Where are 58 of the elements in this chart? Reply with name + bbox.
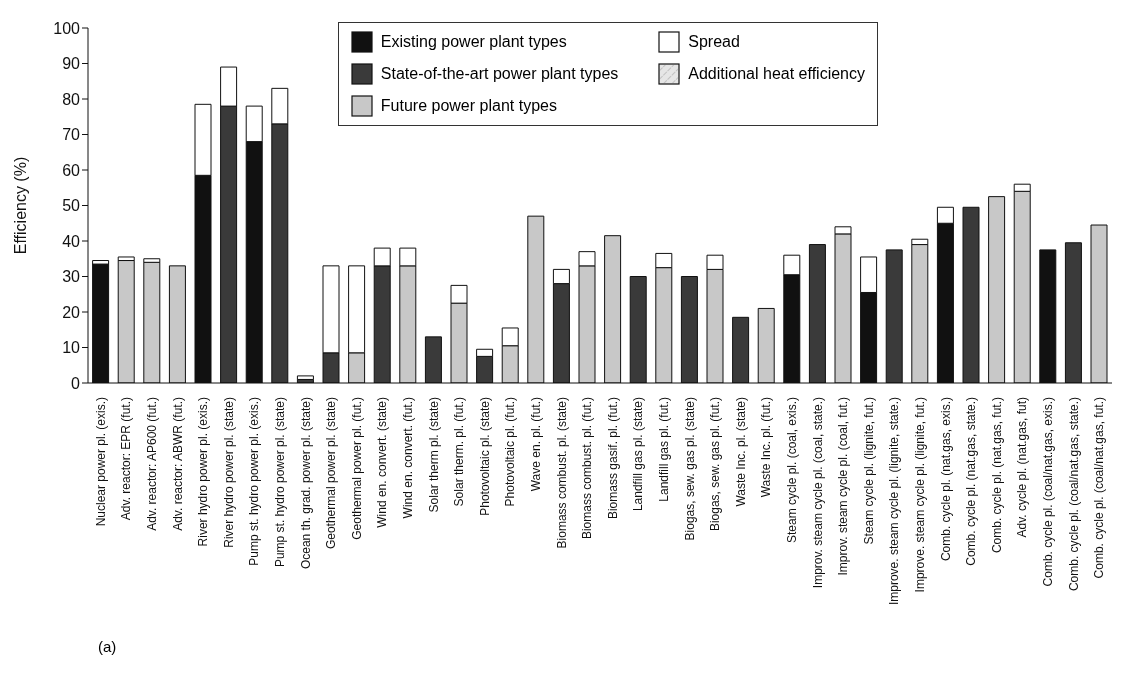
x-tick-label: Solar therm pl. (state) (426, 397, 441, 513)
y-tick-label: 0 (71, 374, 81, 392)
y-tick-label: 50 (62, 197, 81, 215)
y-axis-title: Efficiency (%) (11, 156, 29, 255)
x-tick-label: Landfill gas pl. (fut.) (657, 397, 671, 502)
x-tick-label: Geothermal power pl. (fut.) (349, 397, 364, 540)
x-tick-label: Wind en. convert. (fut.) (401, 397, 415, 519)
x-tick-label: River hydro power pl. (state) (221, 397, 236, 548)
legend-label: State-of-the-art power plant types (380, 65, 619, 83)
y-tick-label: 10 (62, 339, 81, 357)
x-tick-label: Biomass gasif. pl. (fut.) (605, 397, 620, 520)
legend-label: Additional heat efficiency (688, 65, 865, 83)
text: (a) (98, 638, 117, 655)
x-tick-label: Wave en. pl. (fut.) (529, 397, 543, 492)
x-tick-label: Solar therm. pl. (fut.) (452, 397, 467, 507)
x-tick-label: Biogas, sew. gas pl. (fut.) (708, 397, 723, 532)
y-tick-label: 80 (62, 90, 81, 108)
x-tick-label: Comb. cycle pl. (nat.gas, state.) (964, 397, 979, 566)
x-tick-label: Comb. cycle pl. (coal/nat.gas, state.) (1066, 397, 1081, 592)
x-tick-label: Steam cycle pl. (lignite, fut.) (861, 397, 876, 545)
legend-label: Spread (688, 33, 740, 51)
x-tick-label: Biogas, sew. gas pl. (state) (682, 397, 697, 541)
legend-label: Existing power plant types (380, 33, 567, 51)
x-tick-label: Comb. cycle pl. (nat.gas, exis.) (938, 397, 953, 562)
y-tick-label: 40 (62, 232, 81, 250)
y-tick-label: 100 (53, 19, 81, 37)
x-tick-label: Landfill gas pl. (state) (631, 397, 646, 512)
x-tick-label: Waste Inc. pl. (fut.) (759, 397, 774, 498)
x-tick-label: Improve. steam cycle pl. (lignite, state.) (887, 397, 902, 606)
x-tick-label: Photovoltaic pl. (fut.) (503, 397, 518, 507)
y-tick-label: 70 (62, 126, 81, 144)
x-tick-label: Adv. reactor: AP600 (fut.) (145, 397, 159, 531)
x-tick-label: Comb. cycle pl. (coal/nat.gas, exis.) (1041, 397, 1055, 587)
y-tick-label: 30 (62, 268, 81, 286)
x-tick-label: Pump st. hydro power pl. (exis.) (247, 397, 262, 566)
x-tick-label: Comb. cycle pl. (nat.gas, fut.) (989, 397, 1004, 554)
x-tick-label: Adv. reactor: ABWR (fut.) (170, 397, 185, 531)
y-tick-label: 90 (62, 55, 81, 73)
x-tick-label: Comb. cycle pl. (coal/nat.gas, fut.) (1092, 397, 1107, 579)
x-tick-label: Ocean th. grad. power pl. (state) (298, 397, 313, 570)
x-tick-label: Adv. cycle pl. (nat.gas, fut) (1015, 397, 1030, 538)
x-tick-label: Biomass combust. pl. (fut.) (580, 397, 595, 540)
x-tick-label: Nuclear power pl. (exis.) (93, 397, 108, 527)
x-tick-label: Improve. steam cycle pl. (lignite, fut.) (913, 397, 927, 593)
x-tick-label: Pump st. hydro power pl. (state) (273, 397, 287, 568)
x-tick-label: Improv. steam cycle pl. (coal, fut.) (836, 397, 851, 576)
x-tick-label: Adv. reactor: EPR (fut.) (119, 397, 134, 521)
x-tick-label: Biomass combust. pl. (state) (554, 397, 569, 549)
x-tick-label: Geothermal power pl. (state) (324, 397, 339, 550)
x-tick-label: Wind en. convert. (state) (375, 397, 390, 528)
x-tick-label: Improv. steam cycle pl. (coal, state.) (810, 397, 825, 589)
y-tick-label: 20 (62, 303, 81, 321)
x-tick-label: Photovoltaic pl. (state) (477, 397, 492, 516)
x-tick-label: River hydro power pl. (exis.) (196, 397, 211, 547)
x-tick-label: Steam cycle pl. (coal, exis.) (785, 397, 799, 544)
y-tick-label: 60 (62, 161, 81, 179)
legend-label: Future power plant types (380, 97, 557, 115)
x-tick-label: Waste Inc. pl. (state) (733, 397, 748, 507)
